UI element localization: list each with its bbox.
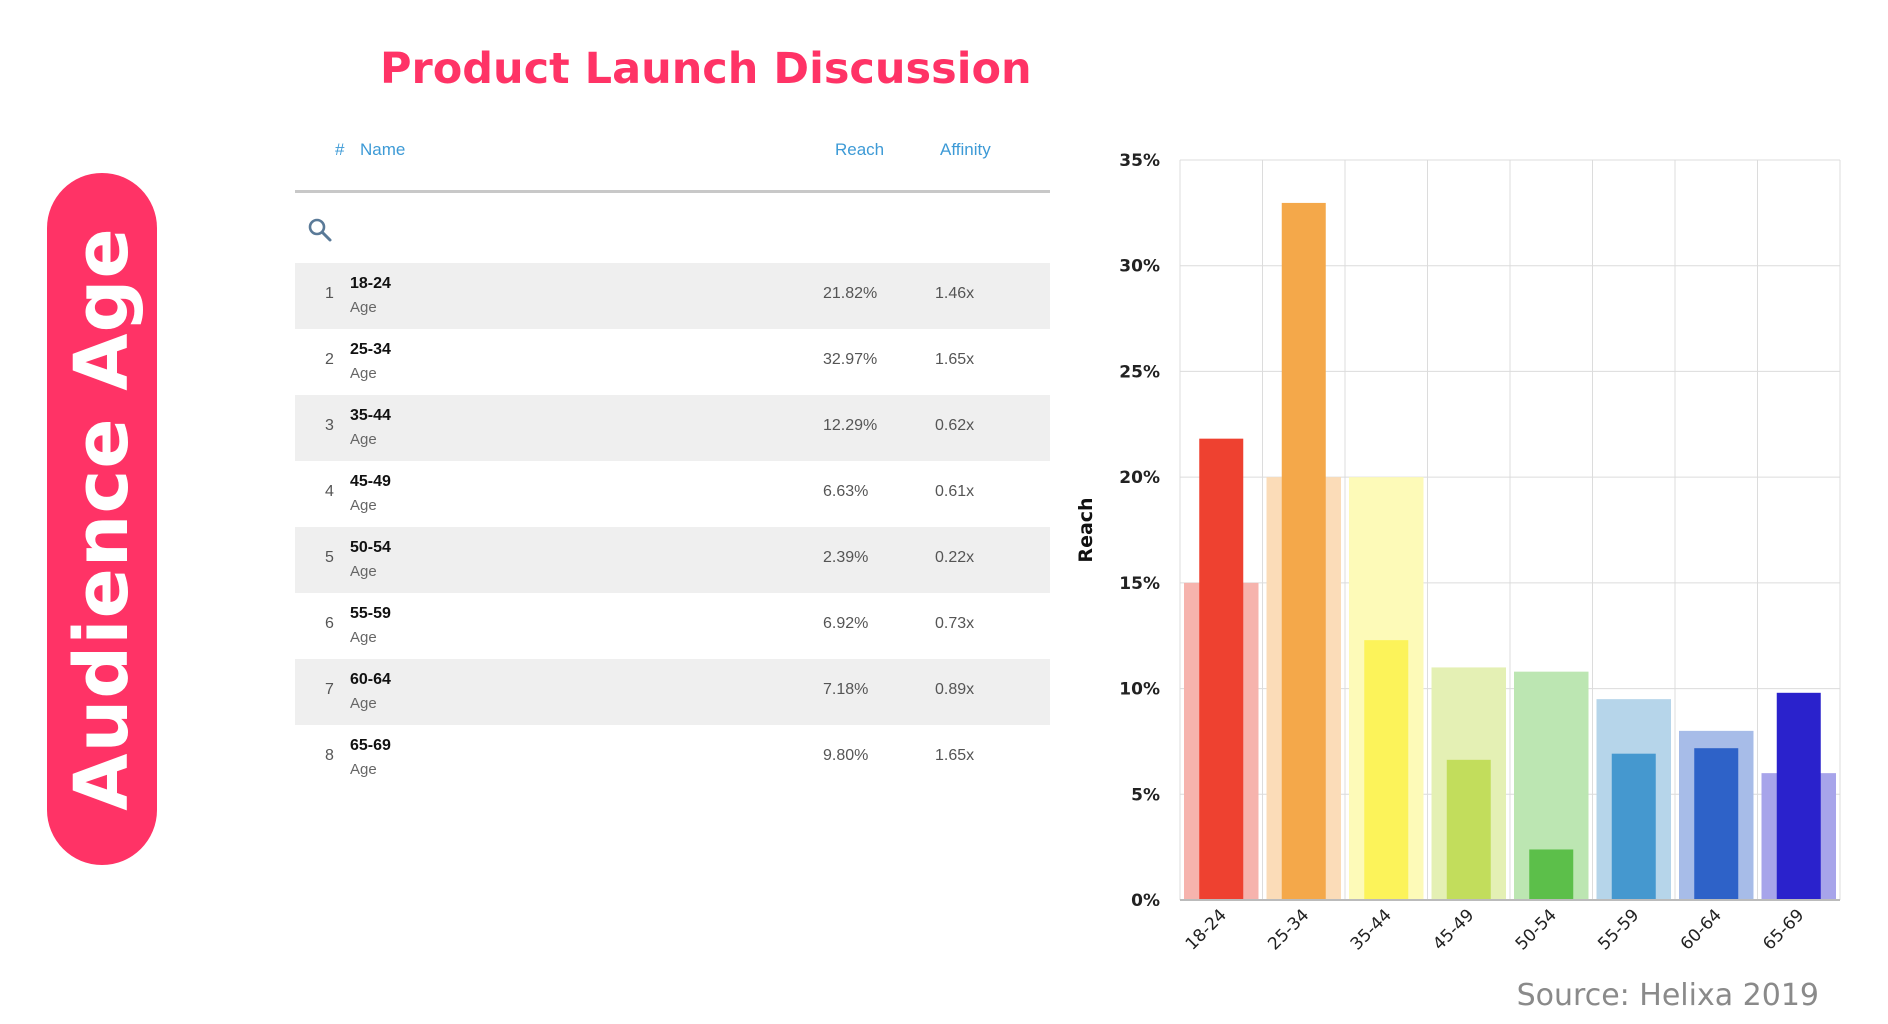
row-reach: 2.39%: [823, 549, 869, 566]
row-category: Age: [350, 563, 377, 580]
row-index: 5: [325, 549, 334, 566]
page-title: Product Launch Discussion: [380, 44, 1032, 94]
y-tick-label: 5%: [1131, 785, 1160, 805]
y-tick-label: 35%: [1119, 151, 1160, 171]
x-tick-label: 45-49: [1429, 905, 1478, 954]
bar-reach: [1776, 692, 1821, 900]
row-name: 50-54: [350, 539, 391, 556]
row-affinity: 1.46x: [935, 285, 975, 302]
row-index: 3: [325, 417, 334, 434]
row-name: 25-34: [350, 341, 391, 358]
row-name: 45-49: [350, 473, 391, 490]
row-name: 60-64: [350, 671, 391, 688]
row-affinity: 1.65x: [935, 351, 975, 368]
bar-reach: [1611, 753, 1656, 900]
row-reach: 12.29%: [823, 417, 878, 434]
row-category: Age: [350, 365, 377, 382]
y-tick-label: 25%: [1119, 362, 1160, 382]
bar-reach: [1364, 640, 1409, 900]
row-category: Age: [350, 761, 377, 778]
row-name: 55-59: [350, 605, 391, 622]
column-header-number[interactable]: #: [335, 140, 345, 159]
table-row[interactable]: 3 35-44 Age 12.29% 0.62x: [295, 395, 1050, 461]
row-reach: 32.97%: [823, 351, 878, 368]
audience-table: # Name Reach Affinity 1 18-24 Age 21.82% 1.4…: [295, 130, 1050, 791]
bar-reach: [1446, 759, 1491, 900]
column-header-name[interactable]: Name: [360, 140, 406, 159]
source-note: Source: Helixa 2019: [1516, 978, 1819, 1013]
table-row[interactable]: 7 60-64 Age 7.18% 0.89x: [295, 659, 1050, 725]
y-tick-label: 0%: [1131, 891, 1160, 911]
row-category: Age: [350, 497, 377, 514]
reach-bar-chart: 0% 5% 10% 15% 20% 25% 30% 35% 18-24 25-34 35-44 45-…: [1075, 151, 1841, 954]
row-affinity: 0.61x: [935, 483, 975, 500]
y-tick-label: 10%: [1119, 680, 1160, 700]
bar-reach: [1281, 202, 1326, 901]
row-affinity: 0.22x: [935, 549, 975, 566]
row-affinity: 0.62x: [935, 417, 975, 434]
table-row[interactable]: 1 18-24 Age 21.82% 1.46x: [295, 263, 1050, 329]
row-index: 7: [325, 681, 334, 698]
x-tick-label: 55-59: [1594, 905, 1643, 954]
row-category: Age: [350, 695, 377, 712]
row-index: 4: [325, 483, 334, 500]
table-row[interactable]: 2 25-34 Age 32.97% 1.65x: [295, 329, 1050, 395]
row-category: Age: [350, 431, 377, 448]
y-tick-label: 20%: [1119, 468, 1160, 488]
row-reach: 21.82%: [823, 285, 878, 302]
table-body: 1 18-24 Age 21.82% 1.46x 2 25-34 Age 32.97% 1.65x…: [295, 263, 1050, 791]
row-name: 18-24: [350, 275, 391, 292]
table-header: # Name Reach Affinity: [295, 130, 1050, 193]
table-row[interactable]: 8 65-69 Age 9.80% 1.65x: [295, 725, 1050, 791]
y-axis-label: Reach: [1075, 497, 1097, 562]
row-category: Age: [350, 299, 377, 316]
row-name: 35-44: [350, 407, 391, 424]
x-tick-label: 35-44: [1347, 905, 1396, 954]
row-name: 65-69: [350, 737, 391, 754]
side-label-pill: Audience Age: [47, 173, 157, 865]
table-row[interactable]: 6 55-59 Age 6.92% 0.73x: [295, 593, 1050, 659]
row-affinity: 0.73x: [935, 615, 975, 632]
row-reach: 9.80%: [823, 747, 869, 764]
x-tick-label: 60-64: [1677, 905, 1726, 954]
table-row[interactable]: 5 50-54 Age 2.39% 0.22x: [295, 527, 1050, 593]
bar-reach: [1694, 748, 1739, 900]
search-row: [295, 193, 1050, 263]
row-reach: 6.63%: [823, 483, 869, 500]
row-affinity: 1.65x: [935, 747, 975, 764]
x-tick-label: 25-34: [1264, 905, 1313, 954]
row-reach: 7.18%: [823, 681, 869, 698]
column-header-affinity[interactable]: Affinity: [940, 140, 991, 159]
side-label: Audience Age: [59, 227, 145, 811]
row-category: Age: [350, 629, 377, 646]
row-affinity: 0.89x: [935, 681, 975, 698]
row-index: 1: [325, 285, 334, 302]
row-index: 2: [325, 351, 334, 368]
table-row[interactable]: 4 45-49 Age 6.63% 0.61x: [295, 461, 1050, 527]
x-tick-label: 50-54: [1512, 905, 1561, 954]
row-index: 8: [325, 747, 334, 764]
search-icon[interactable]: [307, 217, 333, 243]
y-tick-label: 30%: [1119, 257, 1160, 277]
row-index: 6: [325, 615, 334, 632]
y-tick-label: 15%: [1119, 574, 1160, 594]
x-tick-label: 18-24: [1182, 905, 1231, 954]
bar-reach: [1199, 438, 1244, 900]
column-header-reach[interactable]: Reach: [835, 140, 885, 159]
bar-reach: [1529, 849, 1574, 900]
row-reach: 6.92%: [823, 615, 869, 632]
x-tick-label: 65-69: [1759, 905, 1808, 954]
